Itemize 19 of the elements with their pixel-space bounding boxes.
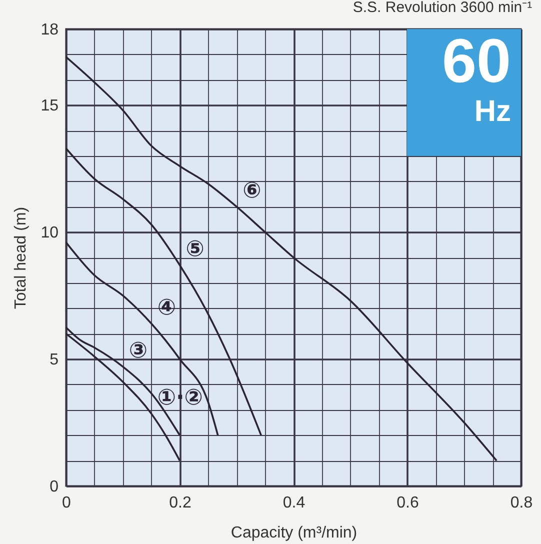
y-tick-label: 10	[40, 224, 59, 242]
frequency-badge: 60 Hz	[407, 29, 521, 156]
x-tick-label: 0.6	[396, 494, 419, 512]
chart-title: S.S. Revolution 3600 min⁻¹	[352, 0, 532, 16]
annotation: 60	[442, 27, 511, 96]
series-label: ⑥	[242, 178, 262, 204]
x-tick-label: 0.2	[169, 494, 192, 512]
x-tick-label: 0	[62, 494, 72, 512]
series-label: ⑤	[186, 237, 204, 262]
x-axis-title: Capacity (m³/min)	[230, 524, 358, 542]
y-tick-label: 0	[50, 478, 59, 496]
y-tick-label: 15	[40, 98, 59, 115]
series-label: ③	[128, 338, 148, 364]
x-tick-label: 0.4	[282, 494, 306, 512]
y-tick-label: 18	[40, 22, 59, 38]
x-tick-label: 0.8	[510, 494, 533, 512]
y-tick-label: 5	[50, 352, 59, 369]
annotation: Hz	[474, 95, 511, 128]
y-axis-title: Total head (m)	[12, 206, 30, 310]
